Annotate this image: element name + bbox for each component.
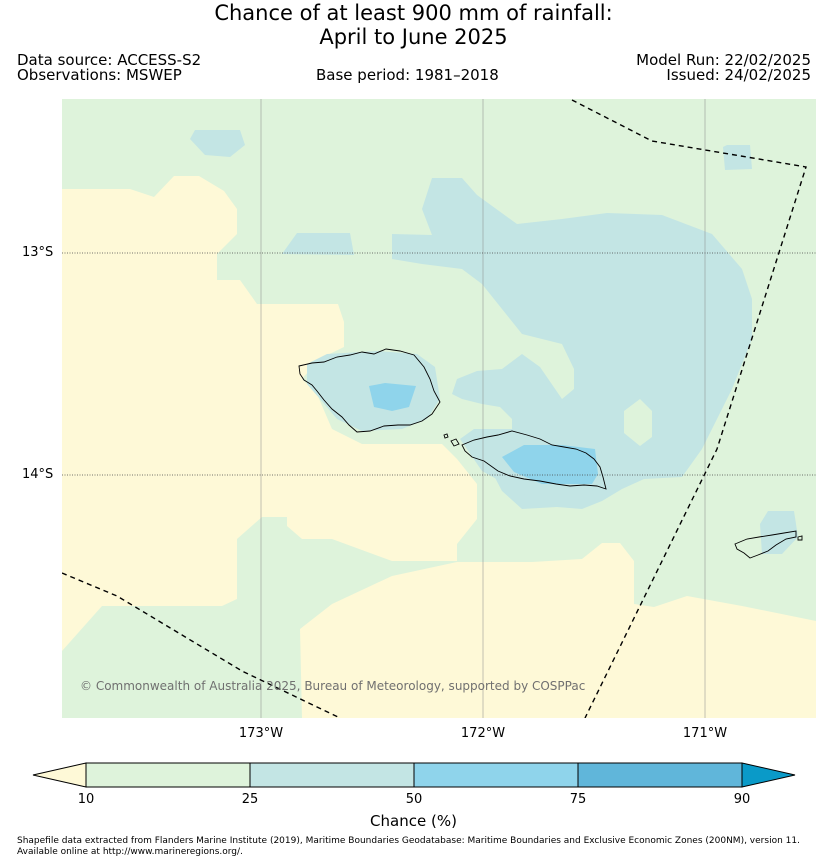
colorbar-10-25 — [86, 763, 250, 787]
lon-label-171w: 171°W — [682, 726, 728, 741]
region-50-75-upolu — [502, 445, 598, 484]
colorbar — [30, 758, 800, 796]
colorbar-50-75 — [414, 763, 578, 787]
lon-label-173w: 173°W — [238, 726, 284, 741]
colorbar-tick-75: 75 — [569, 792, 587, 807]
manono-island — [450, 438, 460, 447]
region-25-50-west — [282, 233, 354, 255]
region-25-50-tutuila — [760, 511, 798, 554]
eez-boundary-east — [571, 99, 807, 718]
data-source-text: Data source: ACCESS-S2 — [17, 51, 202, 69]
colorbar-tick-90: 90 — [733, 792, 751, 807]
base-period-text: Base period: 1981–2018 — [316, 66, 499, 84]
colorbar-above-90 — [741, 762, 796, 788]
savaii-island — [298, 348, 441, 433]
region-below-10-west — [62, 176, 477, 651]
map-title-line2: April to June 2025 — [319, 25, 508, 49]
region-25-50-main — [392, 178, 752, 509]
colorbar-label: Chance (%) — [370, 812, 457, 830]
colorbar-tick-25: 25 — [241, 792, 259, 807]
colorbar-75-90 — [578, 763, 742, 787]
map-title-line1: Chance of at least 900 mm of rainfall: — [214, 1, 613, 25]
region-25-50-northwest — [190, 130, 245, 157]
aunuu-island — [797, 535, 803, 541]
issued-text: Issued: 24/02/2025 — [666, 66, 811, 84]
apolima-island — [443, 433, 449, 439]
lat-label-13s: 13°S — [22, 245, 54, 260]
colorbar-tick-50: 50 — [405, 792, 423, 807]
tutuila-island — [734, 530, 797, 559]
colorbar-below-10 — [32, 762, 87, 788]
region-10-25-hole — [624, 399, 652, 446]
region-50-75-savaii — [369, 383, 416, 411]
colorbar-tick-10: 10 — [77, 792, 95, 807]
footnote-line2: Available online at http://www.marinereg… — [17, 847, 243, 857]
region-below-10-south — [300, 543, 816, 718]
rainfall-map — [62, 99, 816, 718]
map-canvas — [62, 99, 816, 718]
footnote: Shapefile data extracted from Flanders M… — [17, 836, 800, 858]
observations-text: Observations: MSWEP — [17, 66, 182, 84]
lat-label-14s: 14°S — [22, 467, 54, 482]
upolu-island — [461, 430, 607, 490]
region-25-50-northeast — [723, 145, 752, 170]
eez-boundary-southwest — [62, 572, 341, 718]
model-run-text: Model Run: 22/02/2025 — [636, 51, 811, 69]
lon-label-172w: 172°W — [460, 726, 506, 741]
copyright-text: © Commonwealth of Australia 2025, Bureau… — [80, 679, 586, 693]
colorbar-25-50 — [250, 763, 414, 787]
footnote-line1: Shapefile data extracted from Flanders M… — [17, 836, 800, 846]
